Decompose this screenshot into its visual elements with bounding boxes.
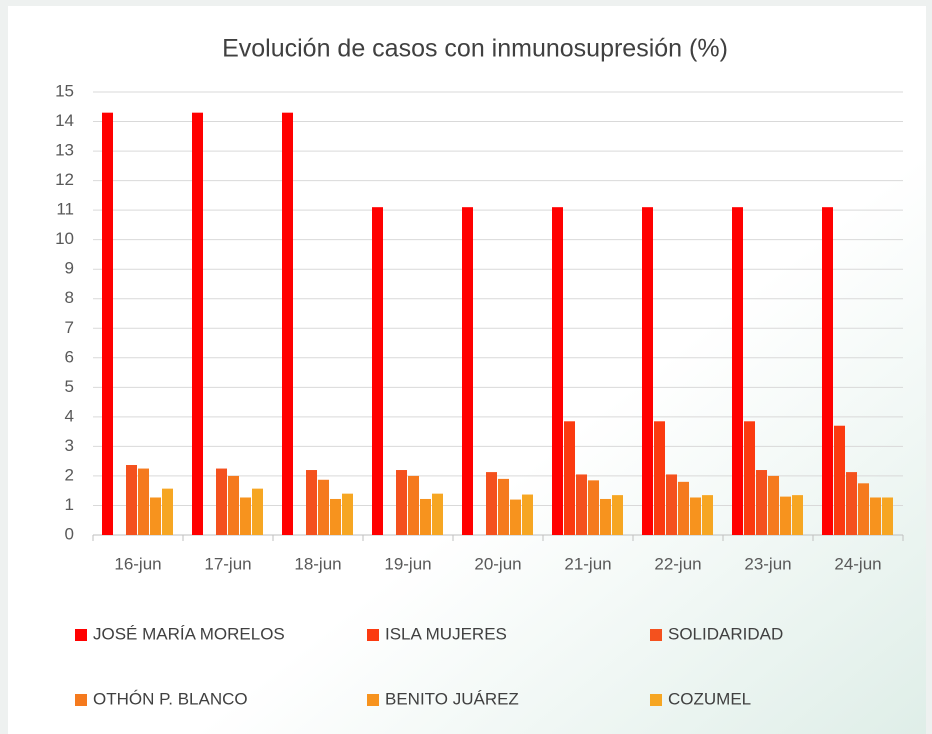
y-tick-label: 2: [65, 465, 74, 484]
x-tick-label: 21-jun: [564, 554, 611, 573]
bar: [678, 481, 689, 535]
y-tick-label: 4: [65, 406, 74, 425]
x-tick-label: 17-jun: [204, 554, 251, 573]
bar: [498, 478, 509, 535]
bar: [576, 474, 587, 535]
legend-label: SOLIDARIDAD: [668, 624, 783, 643]
x-tick-label: 20-jun: [474, 554, 521, 573]
bar: [486, 472, 497, 535]
bar: [138, 468, 149, 535]
bar: [702, 495, 713, 535]
legend-swatch: [367, 629, 379, 641]
y-tick-label: 15: [55, 81, 74, 100]
y-tick-label: 3: [65, 436, 74, 455]
y-tick-label: 0: [65, 524, 74, 543]
legend-swatch: [650, 694, 662, 706]
legend-swatch: [650, 629, 662, 641]
legend-label: COZUMEL: [668, 689, 751, 708]
bar: [162, 488, 173, 535]
x-tick-label: 24-jun: [834, 554, 881, 573]
legend-swatch: [75, 694, 87, 706]
legend-swatch: [367, 694, 379, 706]
bar: [252, 488, 263, 535]
y-tick-label: 13: [55, 141, 74, 160]
x-tick-label: 23-jun: [744, 554, 791, 573]
bar: [870, 497, 881, 535]
bar: [306, 470, 317, 535]
bar: [420, 498, 431, 535]
legend-label: ISLA MUJERES: [385, 624, 507, 643]
bar: [102, 112, 113, 535]
bar: [408, 475, 419, 535]
chart-title: Evolución de casos con inmunosupresión (…: [222, 35, 728, 63]
x-tick-label: 22-jun: [654, 554, 701, 573]
bar: [192, 112, 203, 535]
x-tick-label: 16-jun: [114, 554, 161, 573]
y-tick-label: 10: [55, 229, 74, 248]
bar: [732, 207, 743, 535]
bar: [834, 425, 845, 535]
bar: [342, 493, 353, 535]
bar: [228, 475, 239, 535]
bar: [690, 497, 701, 535]
bar: [600, 498, 611, 535]
bar: [792, 495, 803, 535]
bar: [432, 493, 443, 535]
x-tick-label: 19-jun: [384, 554, 431, 573]
bar: [780, 496, 791, 535]
legend-swatch: [75, 629, 87, 641]
bar: [396, 470, 407, 535]
bar: [642, 207, 653, 535]
bar: [282, 112, 293, 535]
y-tick-label: 5: [65, 377, 74, 396]
legend-label: BENITO JUÁREZ: [385, 689, 519, 708]
bar: [858, 483, 869, 535]
bar: [372, 207, 383, 535]
bar: [240, 497, 251, 535]
y-tick-label: 9: [65, 259, 74, 278]
bar: [462, 207, 473, 535]
y-tick-label: 7: [65, 318, 74, 337]
bar: [612, 495, 623, 535]
bar: [822, 207, 833, 535]
bar: [330, 498, 341, 535]
y-tick-label: 8: [65, 288, 74, 307]
y-tick-label: 12: [55, 170, 74, 189]
legend-label: OTHÓN P. BLANCO: [93, 689, 248, 708]
bar: [126, 465, 137, 535]
bar: [564, 421, 575, 535]
y-tick-label: 14: [55, 111, 74, 130]
bar: [150, 497, 161, 535]
y-tick-label: 1: [65, 495, 74, 514]
y-tick-label: 6: [65, 347, 74, 366]
bar: [768, 475, 779, 535]
bar: [318, 479, 329, 535]
bar: [588, 480, 599, 535]
y-tick-label: 11: [56, 200, 74, 219]
bar: [882, 497, 893, 535]
bar: [552, 207, 563, 535]
bar: [846, 472, 857, 535]
legend-label: JOSÉ MARÍA MORELOS: [93, 624, 285, 643]
bar: [756, 470, 767, 535]
x-tick-label: 18-jun: [294, 554, 341, 573]
bar: [666, 474, 677, 535]
bar: [522, 494, 533, 535]
bar: [654, 421, 665, 535]
bar: [216, 468, 227, 535]
bar: [744, 421, 755, 535]
bar: [510, 499, 521, 535]
